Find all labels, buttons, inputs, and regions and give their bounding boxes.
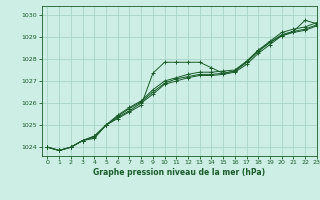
X-axis label: Graphe pression niveau de la mer (hPa): Graphe pression niveau de la mer (hPa) [93, 168, 265, 177]
